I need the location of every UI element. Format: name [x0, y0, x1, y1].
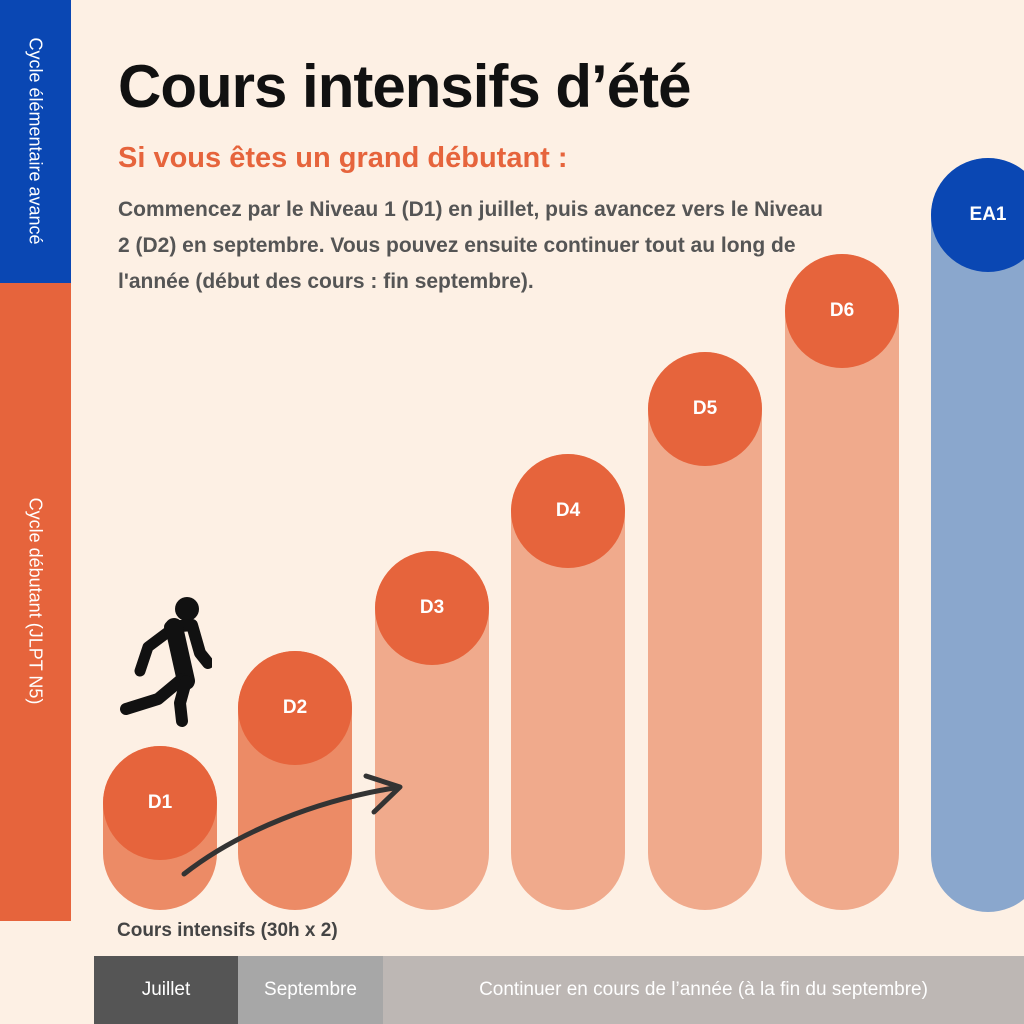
page-subtitle: Si vous êtes un grand débutant : — [118, 142, 568, 174]
level-circle-d2: D2 — [238, 651, 352, 765]
level-label-ea1: EA1 — [969, 204, 1007, 225]
person-walking-icon — [120, 597, 212, 727]
level-label-d5: D5 — [692, 398, 718, 419]
sidebar-band-advanced: Cycle élémentaire avancé — [0, 0, 71, 283]
level-label-d4: D4 — [555, 500, 581, 521]
level-label-d2: D2 — [282, 697, 308, 718]
level-circle-d3: D3 — [375, 551, 489, 665]
curved-arrow-icon — [181, 773, 403, 877]
intro-text: Commencez par le Niveau 1 (D1) en juille… — [118, 198, 823, 293]
timeline-bar: Juillet Septembre Continuer en cours de … — [94, 956, 1024, 1024]
level-circle-d6: D6 — [785, 254, 899, 368]
level-circle-d1: D1 — [103, 746, 217, 860]
level-label-d3: D3 — [419, 597, 445, 618]
timeline-september: Septembre — [238, 956, 383, 1024]
pillar-ea1 — [931, 158, 1024, 912]
page-title: Cours intensifs d’été — [118, 53, 691, 120]
level-circle-d4: D4 — [511, 454, 625, 568]
level-circle-d5: D5 — [648, 352, 762, 466]
level-label-d1: D1 — [147, 792, 173, 813]
timeline-july: Juillet — [94, 956, 238, 1024]
level-label-d6: D6 — [829, 300, 855, 321]
sidebar-label-advanced: Cycle élémentaire avancé — [25, 37, 46, 245]
timeline-continue: Continuer en cours de l’année (à la fin … — [383, 956, 1024, 1024]
sidebar-label-beginner: Cycle débutant (JLPT N5) — [25, 497, 46, 705]
sidebar-band-beginner: Cycle débutant (JLPT N5) — [0, 283, 71, 921]
intensive-course-caption: Cours intensifs (30h x 2) — [117, 920, 338, 941]
level-circle-ea1: EA1 — [931, 158, 1024, 272]
